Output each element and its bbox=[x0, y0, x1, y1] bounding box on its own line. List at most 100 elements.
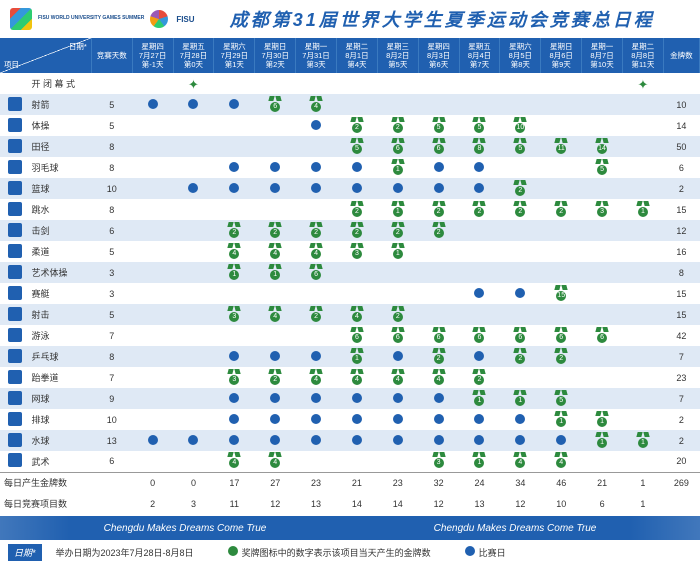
sport-icon-cell bbox=[0, 199, 30, 220]
day-cell bbox=[132, 136, 173, 157]
day-cell bbox=[541, 430, 582, 451]
footer-cell: 3 bbox=[173, 493, 214, 514]
day-cell bbox=[623, 262, 664, 283]
competition-dot-icon bbox=[229, 351, 239, 361]
day-cell bbox=[173, 220, 214, 241]
footer-cell: 10 bbox=[541, 493, 582, 514]
medal-icon: 2 bbox=[554, 201, 568, 217]
medal-icon: 1 bbox=[268, 264, 282, 280]
sport-icon-cell bbox=[0, 115, 30, 136]
medal-icon: 1 bbox=[636, 201, 650, 217]
day-cell bbox=[459, 94, 500, 115]
footer-cell: 1 bbox=[623, 493, 664, 514]
day-cell bbox=[296, 283, 337, 304]
day-cell bbox=[336, 73, 377, 94]
dot-icon bbox=[465, 546, 475, 556]
medal-icon: 6 bbox=[391, 327, 405, 343]
medal-icon: 2 bbox=[350, 201, 364, 217]
days-cell: 9 bbox=[91, 388, 132, 409]
total-cell: 2 bbox=[663, 430, 699, 451]
day-cell bbox=[132, 220, 173, 241]
day-cell bbox=[623, 115, 664, 136]
days-cell: 7 bbox=[91, 367, 132, 388]
day-cell: 4 bbox=[336, 304, 377, 325]
footer-cell: 14 bbox=[377, 493, 418, 514]
day-header: 星期六7月29日第1天 bbox=[214, 38, 255, 73]
sport-icon bbox=[8, 412, 22, 426]
day-cell: 3 bbox=[336, 241, 377, 262]
day-cell bbox=[541, 115, 582, 136]
competition-dot-icon bbox=[229, 183, 239, 193]
medal-icon: 3 bbox=[350, 243, 364, 259]
competition-dot-icon bbox=[311, 351, 321, 361]
medal-icon: 3 bbox=[227, 306, 241, 322]
medal-icon: 1 bbox=[391, 243, 405, 259]
header: FISU WORLD UNIVERSITY GAMES SUMMER FISU … bbox=[0, 0, 700, 38]
total-cell: 2 bbox=[663, 409, 699, 430]
day-cell: 4 bbox=[214, 451, 255, 472]
total-cell: 7 bbox=[663, 388, 699, 409]
day-cell bbox=[418, 409, 459, 430]
day-cell bbox=[500, 409, 541, 430]
table-body: 开 闭 幕 式射箭56410体操522551014田径856685111450羽… bbox=[0, 73, 700, 472]
medal-icon: 2 bbox=[472, 201, 486, 217]
day-cell: 2 bbox=[541, 199, 582, 220]
table-row: 艺术体操31168 bbox=[0, 262, 700, 283]
day-cell bbox=[214, 94, 255, 115]
medal-icon: 4 bbox=[350, 306, 364, 322]
medal-icon: 5 bbox=[472, 117, 486, 133]
sport-icon bbox=[8, 433, 22, 447]
medal-icon: 14 bbox=[595, 138, 609, 154]
total-cell: 8 bbox=[663, 262, 699, 283]
day-cell bbox=[173, 367, 214, 388]
footer-cell: 1 bbox=[623, 472, 664, 493]
day-cell bbox=[541, 94, 582, 115]
day-cell bbox=[173, 115, 214, 136]
competition-dot-icon bbox=[352, 183, 362, 193]
sport-icon-cell bbox=[0, 241, 30, 262]
day-cell bbox=[418, 157, 459, 178]
day-cell bbox=[541, 157, 582, 178]
day-cell bbox=[173, 73, 214, 94]
day-cell: 2 bbox=[336, 220, 377, 241]
day-header: 星期日8月6日第9天 bbox=[541, 38, 582, 73]
day-cell bbox=[500, 430, 541, 451]
competition-dot-icon bbox=[556, 435, 566, 445]
footer-cell: 17 bbox=[214, 472, 255, 493]
day-cell bbox=[459, 178, 500, 199]
day-cell: 1 bbox=[582, 430, 623, 451]
day-cell: 3 bbox=[214, 304, 255, 325]
medal-icon: 3 bbox=[595, 201, 609, 217]
competition-dot-icon bbox=[434, 414, 444, 424]
day-cell bbox=[173, 178, 214, 199]
day-cell: 1 bbox=[377, 199, 418, 220]
medal-icon bbox=[228, 546, 238, 556]
day-cell bbox=[214, 409, 255, 430]
competition-dot-icon bbox=[311, 120, 321, 130]
day-cell bbox=[623, 388, 664, 409]
day-cell: 2 bbox=[377, 115, 418, 136]
day-cell bbox=[336, 409, 377, 430]
day-cell: 8 bbox=[459, 136, 500, 157]
day-cell: 4 bbox=[255, 304, 296, 325]
sport-icon-cell bbox=[0, 304, 30, 325]
day-cell bbox=[132, 451, 173, 472]
day-cell bbox=[582, 241, 623, 262]
day-cell bbox=[623, 178, 664, 199]
medal-icon: 3 bbox=[227, 369, 241, 385]
medal-icon: 15 bbox=[554, 285, 568, 301]
legend-date-tag: 日期* bbox=[8, 544, 42, 561]
sport-name: 篮球 bbox=[30, 178, 92, 199]
medal-icon: 2 bbox=[432, 222, 446, 238]
medal-icon: 2 bbox=[309, 222, 323, 238]
day-cell bbox=[459, 283, 500, 304]
days-cell: 8 bbox=[91, 346, 132, 367]
day-cell bbox=[623, 367, 664, 388]
day-cell: 1 bbox=[377, 157, 418, 178]
competition-dot-icon bbox=[474, 162, 484, 172]
table-row: 网球91157 bbox=[0, 388, 700, 409]
day-cell bbox=[459, 241, 500, 262]
day-header: 星期四8月3日第6天 bbox=[418, 38, 459, 73]
total-cell bbox=[663, 73, 699, 94]
competition-dot-icon bbox=[393, 351, 403, 361]
